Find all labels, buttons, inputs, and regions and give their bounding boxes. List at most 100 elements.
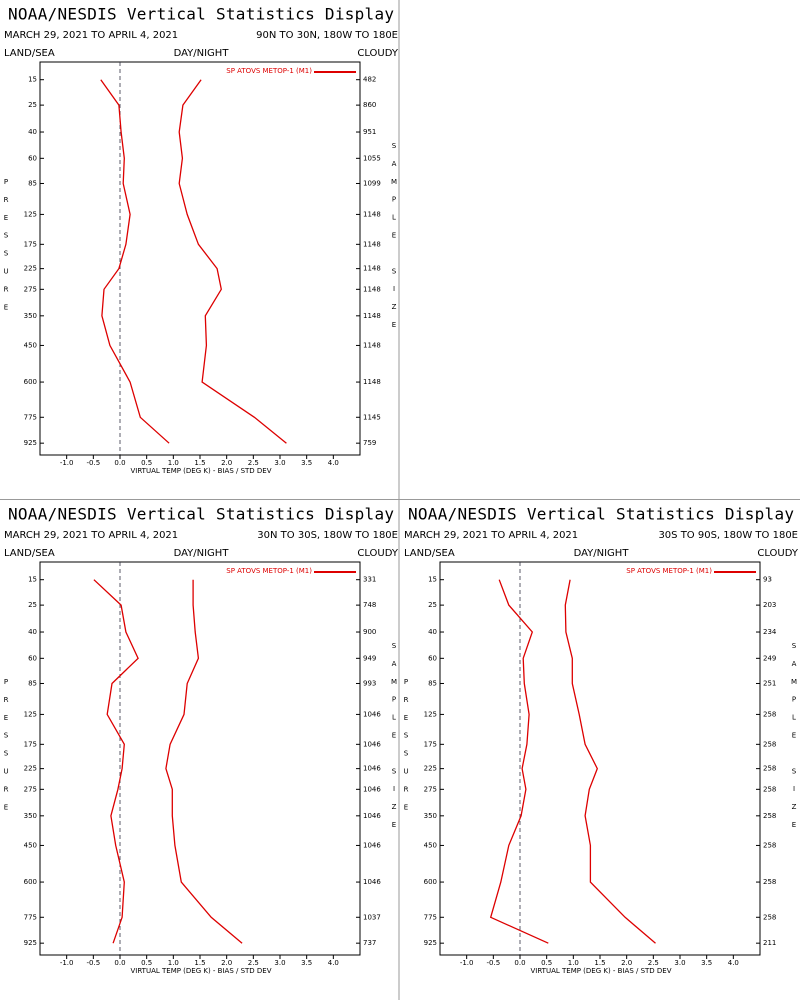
- sample-size-label: 251: [763, 679, 776, 687]
- sample-size-label: 258: [763, 710, 776, 718]
- bias-line: [100, 79, 170, 444]
- y-tick-label: 125: [24, 210, 37, 218]
- sample-size-label: 234: [763, 628, 777, 636]
- sample-size-label: 993: [363, 679, 376, 687]
- x-tick-label: -0.5: [86, 459, 100, 467]
- sample-size-label: 258: [763, 841, 776, 849]
- y-tick-label: 275: [424, 785, 437, 793]
- left-label: LAND/SEA: [4, 548, 55, 559]
- sample-size-label: 1148: [363, 378, 381, 386]
- x-tick-label: 0.0: [514, 959, 525, 967]
- x-tick-label: 4.0: [728, 959, 739, 967]
- sample-size-label: 1046: [363, 710, 381, 718]
- y-tick-label: 85: [428, 679, 437, 687]
- sample-size-label: 258: [763, 913, 776, 921]
- std-dev-line: [178, 79, 287, 444]
- region: 30S TO 90S, 180W TO 180E: [658, 530, 798, 541]
- sample-size-label: 1046: [363, 878, 381, 886]
- center-label: DAY/NIGHT: [174, 548, 230, 559]
- sample-size-label: 482: [363, 76, 376, 84]
- center-label: DAY/NIGHT: [174, 48, 230, 59]
- sample-size-label: 1046: [363, 812, 381, 820]
- y-tick-label: 60: [28, 654, 37, 662]
- y-tick-label: 15: [428, 576, 437, 584]
- bias-line: [93, 579, 139, 944]
- x-tick-label: 3.0: [674, 959, 685, 967]
- legend-label: SP ATOVS METOP-1 (M1): [226, 67, 312, 75]
- sample-size-label: 249: [763, 654, 776, 662]
- y-tick-label: 225: [24, 265, 37, 273]
- region: 30N TO 30S, 180W TO 180E: [257, 530, 398, 541]
- sample-size-label: 258: [763, 785, 776, 793]
- x-tick-label: 0.5: [141, 459, 152, 467]
- y-tick-label: 775: [24, 413, 37, 421]
- y-tick-label: 15: [28, 576, 37, 584]
- y-tick-label: 925: [24, 939, 37, 947]
- y-tick-label: 350: [24, 812, 37, 820]
- y-tick-label: 600: [24, 878, 37, 886]
- sample-size-label: 258: [763, 878, 776, 886]
- x-tick-label: 2.5: [248, 459, 259, 467]
- y-tick-label: 175: [424, 740, 437, 748]
- center-label: DAY/NIGHT: [574, 548, 630, 559]
- x-tick-label: 2.5: [648, 959, 659, 967]
- y-tick-label: 450: [24, 341, 37, 349]
- y-tick-label: 600: [24, 378, 37, 386]
- bias-line: [489, 579, 549, 944]
- x-tick-label: 3.5: [701, 959, 712, 967]
- y-tick-label: 25: [428, 601, 437, 609]
- sample-size-label: 949: [363, 654, 376, 662]
- title: NOAA/NESDIS Vertical Statistics Display: [8, 5, 394, 24]
- sample-size-label: 1046: [363, 785, 381, 793]
- sample-size-label: 258: [763, 812, 776, 820]
- sample-size-label: 1148: [363, 210, 381, 218]
- x-tick-label: 3.0: [274, 459, 285, 467]
- x-tick-label: 3.5: [301, 959, 312, 967]
- y-tick-label: 225: [24, 765, 37, 773]
- x-tick-label: 2.0: [621, 959, 632, 967]
- sample-size-label: 1046: [363, 841, 381, 849]
- x-tick-label: 1.5: [194, 959, 205, 967]
- sample-size-label: 1055: [363, 154, 381, 162]
- title: NOAA/NESDIS Vertical Statistics Display: [408, 505, 794, 524]
- x-tick-label: 0.5: [141, 959, 152, 967]
- sample-size-label: 748: [363, 601, 376, 609]
- sample-size-label: 1046: [363, 740, 381, 748]
- x-tick-label: -0.5: [486, 959, 500, 967]
- sample-size-label: 258: [763, 765, 776, 773]
- sample-size-label: 759: [363, 439, 376, 447]
- right-label: CLOUDY: [357, 48, 399, 59]
- subtitle: MARCH 29, 2021 TO APRIL 4, 2021: [404, 530, 578, 541]
- y-tick-label: 925: [24, 439, 37, 447]
- sample-size-label: 93: [763, 576, 772, 584]
- right-label: CLOUDY: [357, 548, 399, 559]
- y-tick-label: 125: [424, 710, 437, 718]
- x-tick-label: 2.0: [221, 459, 232, 467]
- x-tick-label: 3.5: [301, 459, 312, 467]
- left-label: LAND/SEA: [4, 48, 55, 59]
- x-tick-label: 1.5: [194, 459, 205, 467]
- x-tick-label: 0.5: [541, 959, 552, 967]
- sample-size-label: 860: [363, 101, 376, 109]
- x-tick-label: -1.0: [460, 959, 474, 967]
- panel: NOAA/NESDIS Vertical Statistics Display M…: [3, 505, 398, 976]
- y-tick-label: 85: [28, 679, 37, 687]
- x-tick-label: 4.0: [328, 959, 339, 967]
- y-tick-label: 275: [24, 785, 37, 793]
- y-tick-label: 25: [28, 601, 37, 609]
- y-tick-label: 225: [424, 765, 437, 773]
- y-tick-label: 275: [24, 285, 37, 293]
- sample-size-label: 951: [363, 128, 376, 136]
- sample-size-label: 900: [363, 628, 376, 636]
- y-tick-label: 85: [28, 179, 37, 187]
- sample-size-label: 1046: [363, 765, 381, 773]
- y-tick-label: 60: [428, 654, 437, 662]
- y-tick-label: 350: [24, 312, 37, 320]
- sample-size-label: 1037: [363, 913, 381, 921]
- region: 90N TO 30N, 180W TO 180E: [256, 30, 398, 41]
- sample-size-label: 737: [363, 939, 376, 947]
- y-tick-label: 60: [28, 154, 37, 162]
